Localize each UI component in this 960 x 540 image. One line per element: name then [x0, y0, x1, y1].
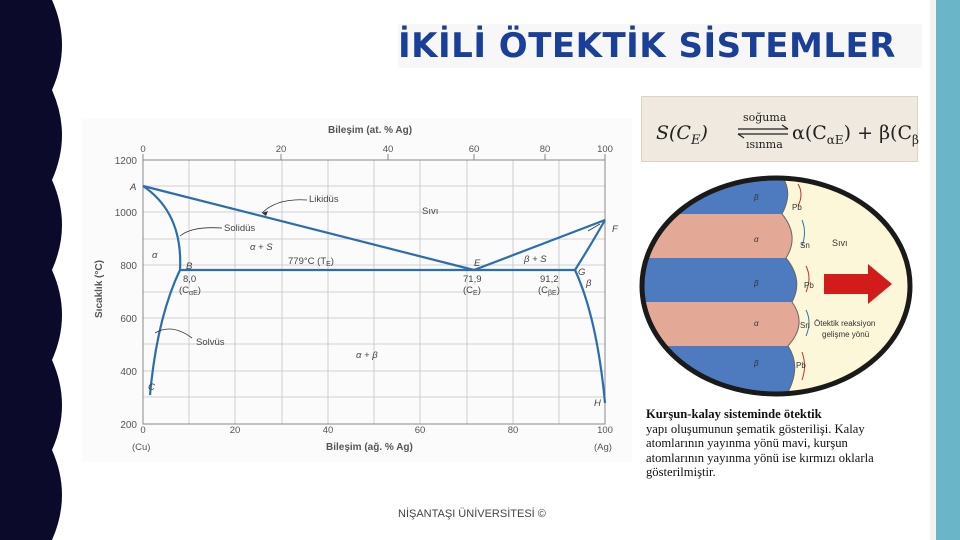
comp-e-label: (C [463, 285, 473, 296]
svg-text:α(CαE) + β(CβE): α(CαE) + β(CβE) [792, 122, 919, 147]
top-tick: 80 [540, 144, 551, 155]
solidus-beta [574, 219, 606, 271]
bottom-tick: 60 [415, 425, 426, 436]
top-tick: 0 [140, 144, 145, 155]
comp-b-value: 8,0 [183, 274, 196, 285]
growth-text: Ötektik reaksiyon [814, 319, 875, 328]
top-tick: 40 [383, 144, 394, 155]
eq-rhs-plus: ) + β(C [844, 122, 912, 144]
lamella-label: α [754, 235, 759, 244]
svg-text:(CE): (CE) [463, 285, 481, 297]
top-axis-title: Bileşim (at. % Ag) [328, 125, 412, 136]
solvus-label: Solvüs [196, 337, 225, 348]
lamella-label: α [754, 319, 759, 328]
bottom-tick: 100 [597, 425, 613, 436]
page-title: İKİLİ ÖTEKTİK SİSTEMLER [398, 24, 922, 68]
point-c-label: C [148, 382, 155, 393]
svg-text:(CβE): (CβE) [538, 285, 560, 297]
alpha-region-label: α [152, 250, 158, 261]
comp-g-label: (C [538, 285, 548, 296]
comp-b-label: (C [179, 285, 189, 296]
point-e-label: E [474, 258, 481, 269]
solidus-alpha [142, 185, 182, 271]
alpha-lamella [642, 214, 792, 258]
lamella-label: β [753, 279, 759, 288]
atom-label: Pb [792, 203, 802, 212]
solidus-label: Solidüs [224, 223, 255, 234]
growth-arrow [824, 264, 892, 304]
eq-lhs-sub: E [690, 133, 701, 148]
y-tick: 1200 [115, 156, 138, 167]
right-divider [930, 0, 936, 540]
beta-region-label: β [585, 278, 592, 289]
solvus-beta [573, 269, 607, 404]
eutectic-temp-label: 779°C (T [288, 256, 326, 267]
phase-diagram: Bileşim (at. % Ag) 0 20 40 60 80 100 0 2… [82, 118, 632, 462]
eq-rhs-alpha: α(C [792, 122, 827, 144]
bottom-tick: 20 [230, 425, 241, 436]
svg-text:S(CE): S(CE) [656, 122, 708, 148]
eq-arrow-bottom: ısınma [746, 138, 783, 151]
point-f-label: F [612, 224, 619, 235]
bottom-axis-title: Bileşim (ağ. % Ag) [326, 442, 413, 453]
beta-liquid-label: β + S [523, 254, 547, 265]
comp-e-value: 71,9 [463, 274, 482, 285]
caption-line: atomlarının yayınma yönü ise kırmızı okl… [646, 450, 874, 465]
top-tick: 60 [469, 144, 480, 155]
liquid-region-label: Sıvı [422, 206, 438, 217]
y-tick: 200 [120, 420, 137, 431]
growth-text: gelişme yönü [822, 330, 869, 339]
footer-text: NİŞANTAŞI ÜNİVERSİTESİ © [398, 508, 546, 520]
alpha-liquid-label: α + S [250, 242, 273, 253]
atom-label: Sn [800, 321, 810, 330]
liquidus-right [473, 218, 606, 272]
caption-line: Kurşun-kalay sisteminde ötektik [646, 407, 822, 421]
eutectic-lamella-figure: β α β α β Pb Sn Pb Sn Pb Sıvı Ötektik re… [639, 175, 913, 397]
alpha-beta-label: α + β [356, 350, 378, 361]
bottom-tick: 0 [140, 425, 145, 436]
atom-label: Pb [804, 281, 814, 290]
lamella-label: β [753, 193, 759, 202]
point-b-label: B [186, 261, 193, 272]
liquidus-left [142, 184, 475, 272]
comp-g-value: 91,2 [540, 274, 559, 285]
eq-rhs-alpha-sub: αE [827, 133, 844, 147]
y-tick: 800 [120, 261, 137, 272]
eutectic-equation: S(CE) soğuma ısınma α(CαE) + β(CβE) [641, 96, 935, 162]
figure-caption: Kurşun-kalay sisteminde ötektik yapı olu… [642, 404, 910, 494]
bottom-tick: 80 [508, 425, 519, 436]
point-g-label: G [578, 267, 585, 278]
bottom-left-end: (Cu) [132, 442, 150, 453]
point-a-label: A [129, 182, 136, 193]
svg-text:(CαE): (CαE) [179, 285, 201, 297]
y-tick: 600 [120, 314, 137, 325]
caption-line: yapı oluşumunun şematik gösterilişi. Kal… [646, 421, 865, 436]
top-tick: 100 [597, 144, 613, 155]
atom-label: Pb [796, 361, 806, 370]
bottom-tick: 40 [323, 425, 334, 436]
atom-label: Sn [800, 241, 810, 250]
beta-lamella [642, 258, 797, 302]
liquid-label: Sıvı [832, 238, 848, 248]
y-tick: 1000 [115, 208, 138, 219]
caption-line: atomlarının yayınma yönü mavi, kurşun [646, 436, 848, 451]
svg-text:779°C (TE): 779°C (TE) [288, 256, 334, 268]
solvus-alpha [148, 269, 181, 396]
eq-lhs: S(C [656, 122, 691, 144]
top-tick: 20 [276, 144, 287, 155]
eq-arrow-top: soğuma [743, 111, 787, 124]
point-h-label: H [594, 398, 601, 409]
caption-line: gösterilmiştir. [646, 465, 716, 480]
eq-rhs-beta-sub: βE [912, 133, 919, 147]
y-tick: 400 [120, 367, 137, 378]
left-decorative-band [0, 0, 62, 540]
bottom-right-end: (Ag) [594, 442, 612, 453]
eq-lhs-close: ) [699, 122, 707, 144]
right-decorative-band [936, 0, 960, 540]
y-axis-title: Sıcaklık (°C) [94, 260, 105, 318]
alpha-lamella [642, 302, 799, 346]
lamella-label: β [753, 359, 759, 368]
liquidus-label: Likidüs [309, 194, 339, 205]
